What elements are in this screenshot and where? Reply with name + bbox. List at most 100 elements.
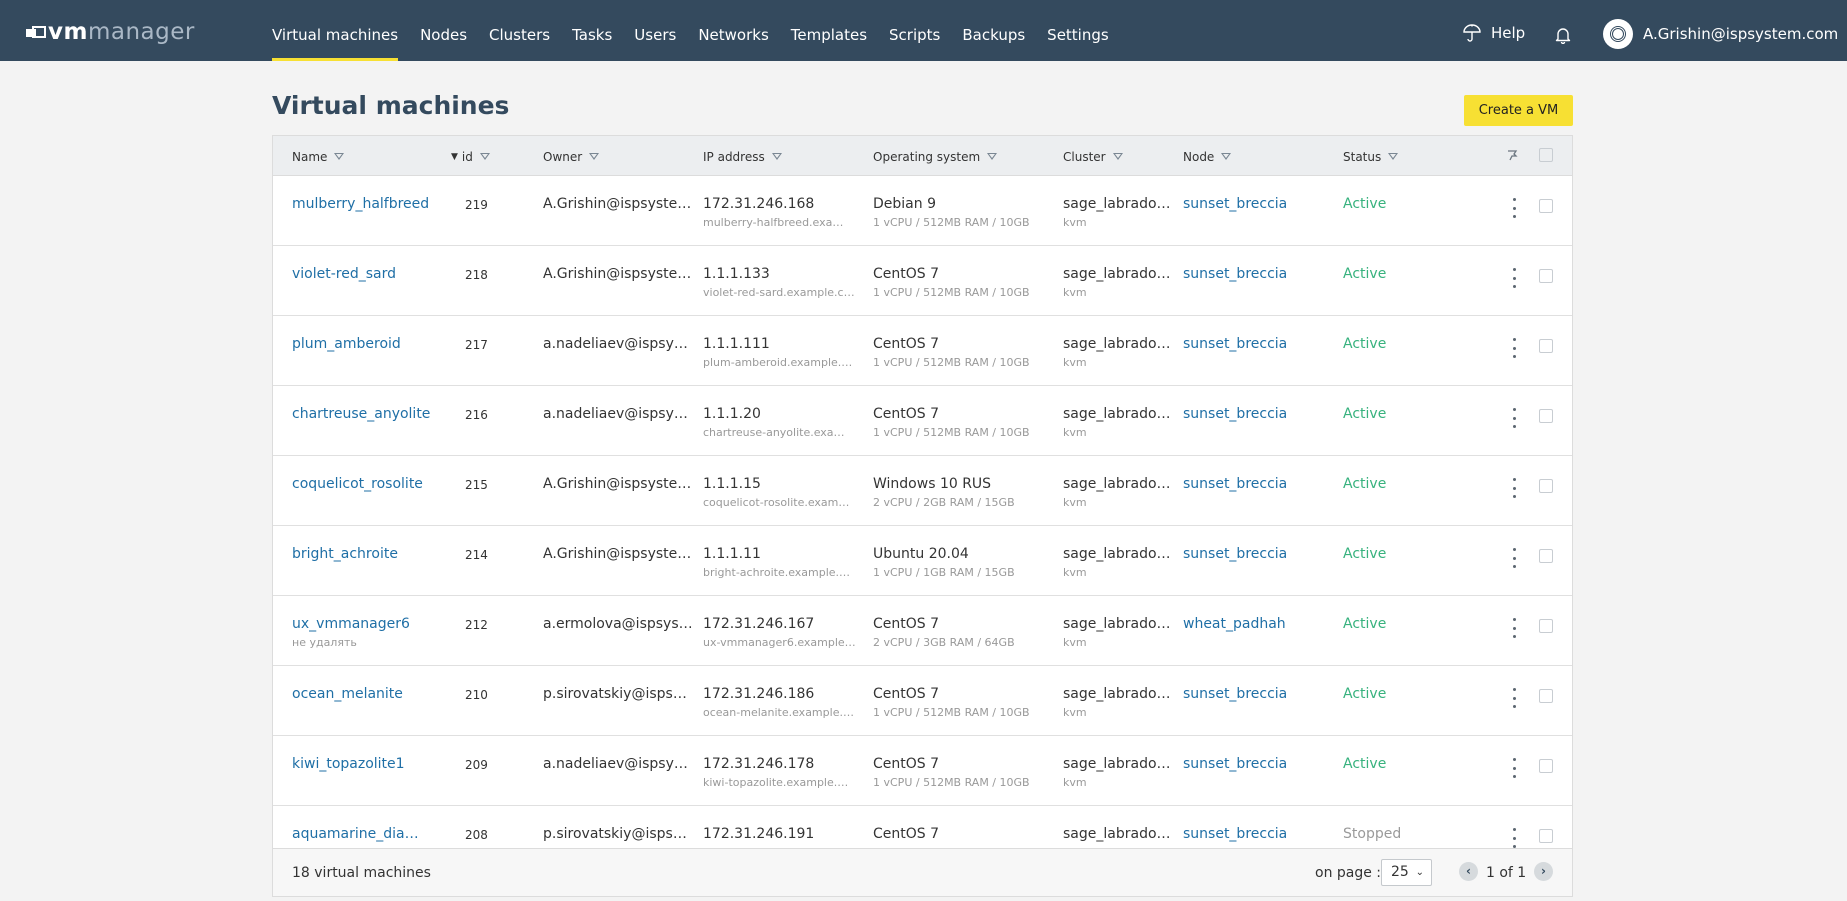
vm-node-link[interactable]: sunset_breccia (1183, 196, 1288, 212)
vm-node-link[interactable]: wheat_padhah (1183, 616, 1286, 632)
nav-item-networks[interactable]: Networks (698, 26, 769, 44)
row-menu-icon[interactable] (1511, 478, 1517, 498)
vm-cluster-type: kvm (1063, 426, 1087, 439)
table-row[interactable]: mulberry_halfbreed 219 A.Grishin@ispsyste…… (273, 176, 1572, 246)
row-checkbox[interactable] (1539, 829, 1553, 843)
vm-node-link[interactable]: sunset_breccia (1183, 686, 1288, 702)
vm-name-link[interactable]: plum_amberoid (292, 336, 401, 352)
row-menu-icon[interactable] (1511, 548, 1517, 568)
help-label: Help (1491, 24, 1526, 42)
column-header-id[interactable]: ▼ id (451, 150, 490, 164)
filter-icon[interactable] (479, 153, 490, 160)
nav-item-scripts[interactable]: Scripts (889, 26, 941, 44)
table-row[interactable]: coquelicot_rosolite 215 A.Grishin@ispsyste… (273, 456, 1572, 526)
vm-node-link[interactable]: sunset_breccia (1183, 476, 1288, 492)
page-info: 1 of 1 (1486, 865, 1527, 881)
table-row[interactable]: chartreuse_anyolite 216 a.nadeliaev@ispsys… (273, 386, 1572, 456)
vm-node-link[interactable]: sunset_breccia (1183, 266, 1288, 282)
next-page-button[interactable]: › (1534, 862, 1553, 881)
table-row[interactable]: kiwi_topazolite1 209 a.nadeliaev@ispsys… 17… (273, 736, 1572, 806)
create-vm-button[interactable]: Create a VM (1464, 95, 1573, 126)
row-menu-icon[interactable] (1511, 198, 1517, 218)
page-size-select[interactable]: 25 ⌄ (1381, 859, 1432, 886)
prev-page-button[interactable]: ‹ (1459, 862, 1478, 881)
vm-name-link[interactable]: ocean_melanite (292, 686, 403, 702)
column-header-node[interactable]: Node (1183, 150, 1232, 164)
row-menu-icon[interactable] (1511, 688, 1517, 708)
vm-os: CentOS 7 (873, 266, 940, 282)
nav-item-templates[interactable]: Templates (790, 26, 868, 44)
nav-item-nodes[interactable]: Nodes (420, 26, 468, 44)
vm-spec: 1 vCPU / 512MB RAM / 10GB (873, 776, 1030, 789)
status-badge: Active (1343, 336, 1387, 352)
column-header-owner[interactable]: Owner (543, 150, 600, 164)
vm-node-link[interactable]: sunset_breccia (1183, 406, 1288, 422)
vm-name-link[interactable]: chartreuse_anyolite (292, 406, 431, 422)
vm-node-link[interactable]: sunset_breccia (1183, 546, 1288, 562)
vm-id: 217 (465, 338, 488, 352)
column-header-status[interactable]: Status (1343, 150, 1399, 164)
column-header-cluster[interactable]: Cluster (1063, 150, 1123, 164)
nav-item-backups[interactable]: Backups (962, 26, 1026, 44)
vm-os: CentOS 7 (873, 336, 940, 352)
row-checkbox[interactable] (1539, 479, 1553, 493)
table-row[interactable]: ux_vmmanager6 не удалять 212 a.ermolova@isp… (273, 596, 1572, 666)
nav-item-settings[interactable]: Settings (1047, 26, 1109, 44)
row-menu-icon[interactable] (1511, 828, 1517, 848)
status-badge: Active (1343, 546, 1387, 562)
row-checkbox[interactable] (1539, 409, 1553, 423)
nav-item-tasks[interactable]: Tasks (572, 26, 613, 44)
nav-item-virtual-machines[interactable]: Virtual machines (272, 0, 399, 61)
vm-id: 209 (465, 758, 488, 772)
vm-name-link[interactable]: mulberry_halfbreed (292, 196, 430, 212)
row-menu-icon[interactable] (1511, 758, 1517, 778)
vmmanager-logo[interactable]: vmmanager (26, 19, 195, 45)
select-all-checkbox[interactable] (1539, 148, 1553, 162)
logo-vm-text: vm (48, 19, 88, 45)
nav-item-clusters[interactable]: Clusters (489, 26, 551, 44)
filter-icon[interactable] (1221, 153, 1232, 160)
notifications-bell-icon[interactable] (1555, 26, 1571, 48)
nav-item-users[interactable]: Users (634, 26, 677, 44)
vm-node-link[interactable]: sunset_breccia (1183, 756, 1288, 772)
row-checkbox[interactable] (1539, 269, 1553, 283)
column-header-ip[interactable]: IP address (703, 150, 782, 164)
row-menu-icon[interactable] (1511, 408, 1517, 428)
top-navigation-bar: vmmanager Virtual machines Nodes Clusters T… (0, 0, 1847, 61)
row-menu-icon[interactable] (1511, 618, 1517, 638)
row-checkbox[interactable] (1539, 759, 1553, 773)
vm-name-link[interactable]: kiwi_topazolite1 (292, 756, 405, 772)
row-menu-icon[interactable] (1511, 268, 1517, 288)
filter-icon[interactable] (589, 153, 600, 160)
row-checkbox[interactable] (1539, 619, 1553, 633)
vm-node-link[interactable]: sunset_breccia (1183, 826, 1288, 842)
row-menu-icon[interactable] (1511, 338, 1517, 358)
column-header-os[interactable]: Operating system (873, 150, 998, 164)
row-checkbox[interactable] (1539, 689, 1553, 703)
table-row[interactable]: ocean_melanite 210 p.sirovatskiy@ispsy… 172… (273, 666, 1572, 736)
filter-icon[interactable] (771, 153, 782, 160)
vm-id: 216 (465, 408, 488, 422)
help-button[interactable]: Help (1463, 24, 1525, 42)
vm-node-link[interactable]: sunset_breccia (1183, 336, 1288, 352)
column-header-name[interactable]: Name (292, 150, 345, 164)
vm-name-link[interactable]: bright_achroite (292, 546, 398, 562)
row-checkbox[interactable] (1539, 339, 1553, 353)
vm-cluster: sage_labrado… (1063, 756, 1171, 772)
filter-icon[interactable] (1112, 153, 1123, 160)
filter-icon[interactable] (987, 153, 998, 160)
vm-ip: 172.31.246.178 (703, 756, 815, 772)
row-checkbox[interactable] (1539, 199, 1553, 213)
vm-name-link[interactable]: ux_vmmanager6 (292, 616, 410, 632)
table-row[interactable]: violet-red_sard 218 A.Grishin@ispsyste… 1.1… (273, 246, 1572, 316)
filter-icon[interactable] (1388, 153, 1399, 160)
vm-name-link[interactable]: coquelicot_rosolite (292, 476, 423, 492)
table-row[interactable]: bright_achroite 214 A.Grishin@ispsyste… 1.1… (273, 526, 1572, 596)
table-row[interactable]: plum_amberoid 217 a.nadeliaev@ispsys… 1.1.1… (273, 316, 1572, 386)
vm-name-link[interactable]: violet-red_sard (292, 266, 397, 282)
user-menu[interactable]: A.Grishin@ispsystem.com ⌄ (1603, 19, 1847, 49)
pin-columns-icon[interactable] (1505, 148, 1519, 162)
row-checkbox[interactable] (1539, 549, 1553, 563)
filter-icon[interactable] (334, 153, 345, 160)
vm-name-link[interactable]: aquamarine_diamon… (292, 826, 432, 842)
